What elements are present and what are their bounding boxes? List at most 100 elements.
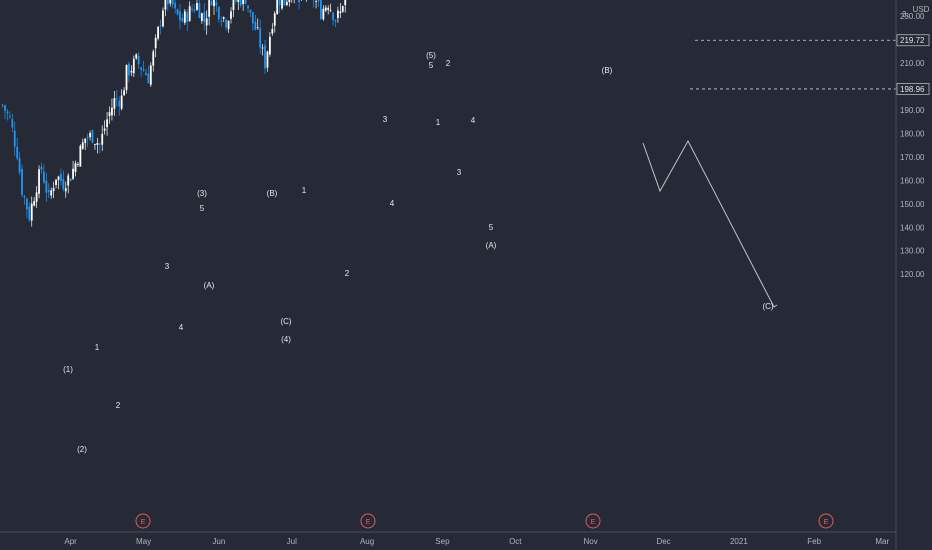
candle-body [94,144,96,145]
candle-body [52,188,55,192]
candle-body [149,65,152,85]
time-tick-label: Nov [584,537,598,546]
candle-body [98,143,101,145]
wave-label: (C) [280,317,291,326]
candle-body [30,203,33,221]
candle-body [191,8,194,10]
candle-body [45,180,48,193]
candle-body [21,168,23,196]
candle-body [247,5,249,9]
candle-body [183,11,186,23]
price-tick-partial: 3. [902,10,909,19]
candle-body [344,0,347,6]
earnings-event-marker[interactable] [585,513,601,529]
candle-body [171,0,174,5]
candle-body [84,138,87,143]
candle-body [101,133,104,145]
candle-body [33,201,36,206]
wave-label: 3 [165,262,170,271]
wave-label: (B) [602,66,613,75]
candle-body [69,178,72,182]
wave-label: 3 [457,168,462,177]
candle-body [176,9,179,15]
price-tick-label: 130.00 [900,247,925,256]
candle-body [222,17,225,19]
price-tick-label: 140.00 [900,223,925,232]
candle-body [261,47,264,49]
wave-label: (2) [77,445,87,454]
wave-label: 3 [383,115,388,124]
time-tick-label: Apr [64,537,77,546]
candle-body [327,7,330,10]
time-tick-label: Aug [360,537,374,546]
candle-body [181,17,184,22]
price-axis[interactable]: USD 3. [895,0,930,550]
candle-body [16,146,19,159]
candle-body [137,55,140,65]
wave-label: 2 [116,401,121,410]
candle-body [215,2,218,6]
candle-body [79,145,82,167]
projection-path [642,139,778,308]
candle-body [35,192,38,202]
candle-body [135,54,138,59]
candle-body [38,169,40,194]
candle-body [271,28,274,34]
candle-body [147,73,150,84]
candle-body [142,69,145,71]
candle-body [159,25,162,27]
candle-body [283,0,286,6]
candle-body [239,0,242,6]
candle-body [164,0,167,10]
candle-body [281,0,283,9]
candles-layer [1,0,347,227]
candle-body [259,28,262,48]
earnings-event-marker[interactable] [818,513,834,529]
wave-label: 2 [446,59,451,68]
candle-body [40,166,43,170]
candle-body [25,198,28,210]
time-tick-label: 2021 [730,537,748,546]
reference-price-badge [896,34,930,47]
time-tick-label: Feb [807,537,821,546]
price-badges-layer: 282.54276.93255.62251.69219.72198.96Post… [896,34,930,95]
candle-body [11,119,14,128]
candle-body [57,176,60,180]
candle-body [103,128,106,131]
candle-body [254,21,257,30]
wave-label: (3) [197,189,207,198]
candle-body [315,1,317,2]
candle-body [115,98,118,100]
time-axis[interactable]: Apr May Jun Jul Aug Sep Oct Nov Dec 2021 Feb Mar [0,531,896,546]
price-tick-label: 190.00 [900,106,925,115]
earnings-event-marker[interactable] [135,513,151,529]
candle-body [268,36,271,55]
candle-body [220,21,223,22]
time-tick-label: Sep [435,537,450,546]
price-tick-label: 180.00 [900,129,925,138]
candle-body [162,10,164,27]
candle-body [256,27,259,29]
candle-body [6,111,9,114]
earnings-event-label: E [823,517,828,526]
price-tick-label: 160.00 [900,176,925,185]
candle-body [242,0,245,5]
candle-body [213,0,215,7]
candle-body [106,119,108,128]
candle-body [249,9,252,13]
candle-body [205,18,208,26]
candle-body [208,0,211,17]
candle-body [210,0,213,6]
candle-body [174,2,177,9]
candle-body [96,143,99,145]
candle-body [118,100,121,107]
candle-body [179,11,181,21]
candle-body [77,164,79,165]
candle-body [288,0,291,3]
wave-label: (C) [762,302,773,311]
earnings-event-marker[interactable] [360,513,376,529]
price-tick-label: 150.00 [900,200,925,209]
candle-body [154,37,157,49]
time-tick-label: Dec [656,537,670,546]
